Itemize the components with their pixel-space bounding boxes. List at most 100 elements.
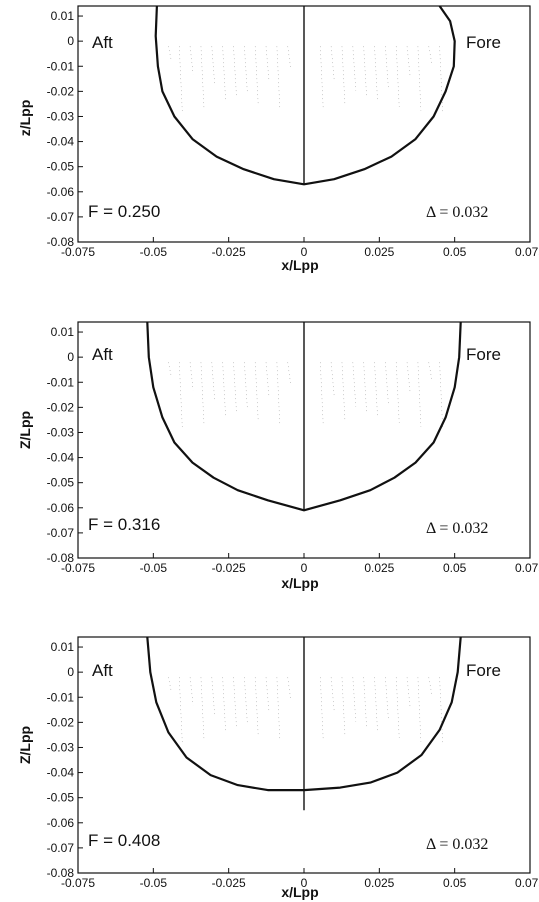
fore-label: Fore xyxy=(466,661,501,680)
x-tick-label: -0.025 xyxy=(212,245,246,259)
y-tick-label: -0.06 xyxy=(47,816,75,830)
streak-line xyxy=(189,677,194,706)
y-tick-label: -0.03 xyxy=(47,109,75,123)
x-tick-label: 0.05 xyxy=(443,561,467,575)
streak-line xyxy=(417,677,422,742)
streak-line xyxy=(428,677,433,695)
fore-label: Fore xyxy=(466,33,501,52)
streak-line xyxy=(352,362,357,407)
x-tick-label: -0.075 xyxy=(61,561,95,575)
streak-line xyxy=(439,46,443,112)
streak-line xyxy=(276,362,281,426)
streak-line xyxy=(417,46,422,111)
streak-line xyxy=(406,46,411,77)
streak-line xyxy=(320,677,324,742)
streak-line xyxy=(374,46,378,101)
streak-line xyxy=(244,362,248,409)
streak-line xyxy=(330,677,335,711)
fore-label: Fore xyxy=(466,345,501,364)
streak-line xyxy=(395,677,400,738)
x-tick-label: 0.075 xyxy=(515,245,539,259)
streak-line xyxy=(330,362,335,396)
streak-line xyxy=(428,362,433,380)
y-tick-label: 0.01 xyxy=(51,640,75,654)
streak-line xyxy=(395,46,400,107)
y-tick-label: -0.03 xyxy=(47,740,75,754)
streak-line xyxy=(428,46,433,64)
streak-line xyxy=(406,362,411,393)
y-tick-label: -0.07 xyxy=(47,210,75,224)
streak-line xyxy=(341,46,346,106)
streak-line xyxy=(406,677,411,708)
streak-line xyxy=(385,677,389,719)
streak-line xyxy=(287,677,291,700)
streak-line xyxy=(363,46,367,98)
streak-line xyxy=(320,362,324,427)
streak-line xyxy=(233,677,237,728)
x-tick-label: -0.05 xyxy=(140,561,168,575)
froude-label: F = 0.408 xyxy=(88,831,160,850)
y-tick-label: -0.06 xyxy=(47,501,75,515)
streak-line xyxy=(178,46,183,112)
streak-line xyxy=(168,46,172,62)
x-tick-label: 0.025 xyxy=(364,561,394,575)
y-tick-label: -0.07 xyxy=(47,526,75,540)
streak-line xyxy=(385,46,389,88)
aft-label: Aft xyxy=(92,345,113,364)
streak-line xyxy=(341,362,346,422)
streak-line xyxy=(276,677,281,741)
streak-line xyxy=(168,677,172,693)
streak-line xyxy=(363,677,367,729)
x-tick-label: 0.025 xyxy=(364,876,394,890)
delta-label: Δ = 0.032 xyxy=(426,520,488,537)
x-tick-label: -0.025 xyxy=(212,876,246,890)
x-axis-label: x/Lpp xyxy=(281,884,318,900)
x-tick-label: -0.075 xyxy=(61,245,95,259)
streak-line xyxy=(352,46,357,91)
streak-line xyxy=(178,677,183,743)
streak-line xyxy=(189,46,194,75)
streak-line xyxy=(363,362,367,414)
x-tick-label: 0 xyxy=(301,561,308,575)
panel-2: -0.075 -0.05 -0.025 0 0.025 0.05 0.075 0.01 0 -0.… xyxy=(17,321,539,591)
y-tick-label: -0.02 xyxy=(47,400,75,414)
x-tick-label: -0.075 xyxy=(61,876,95,890)
streak-line xyxy=(417,362,422,427)
streak-line xyxy=(395,362,400,423)
streak-line xyxy=(200,46,205,108)
y-tick-label: -0.05 xyxy=(47,476,75,490)
y-tick-label: 0 xyxy=(67,34,74,48)
x-tick-label: 0 xyxy=(301,245,308,259)
delta-label: Δ = 0.032 xyxy=(426,204,488,221)
profile-line xyxy=(154,5,456,186)
y-tick-label: 0 xyxy=(67,350,74,364)
streak-line xyxy=(222,46,226,102)
panel-3: -0.075 -0.05 -0.025 0 0.025 0.05 0.075 0.01 0 -0.… xyxy=(17,636,539,900)
streak-line xyxy=(385,362,389,404)
streak-line xyxy=(341,677,346,737)
streak-line xyxy=(254,677,259,736)
x-tick-label: 0 xyxy=(301,876,308,890)
y-tick-label: -0.07 xyxy=(47,841,75,855)
y-tick-label: 0 xyxy=(67,665,74,679)
streak-line xyxy=(265,362,270,398)
x-axis-label: x/Lpp xyxy=(281,575,318,591)
streak-line xyxy=(222,362,226,418)
x-tick-label: -0.025 xyxy=(212,561,246,575)
streak-line xyxy=(244,677,248,724)
y-tick-label: -0.01 xyxy=(47,690,75,704)
streak-line xyxy=(211,46,216,87)
streak-line xyxy=(254,362,259,421)
streak-line xyxy=(178,362,183,428)
x-tick-label: 0.025 xyxy=(364,245,394,259)
x-tick-label: -0.05 xyxy=(140,876,168,890)
streak-line xyxy=(168,362,172,378)
streak-line xyxy=(276,46,281,110)
x-tick-label: 0.05 xyxy=(443,876,467,890)
y-tick-label: -0.05 xyxy=(47,791,75,805)
y-tick-label: -0.04 xyxy=(47,451,75,465)
y-tick-label: -0.02 xyxy=(47,84,75,98)
aft-label: Aft xyxy=(92,33,113,52)
streak-line xyxy=(320,46,324,111)
